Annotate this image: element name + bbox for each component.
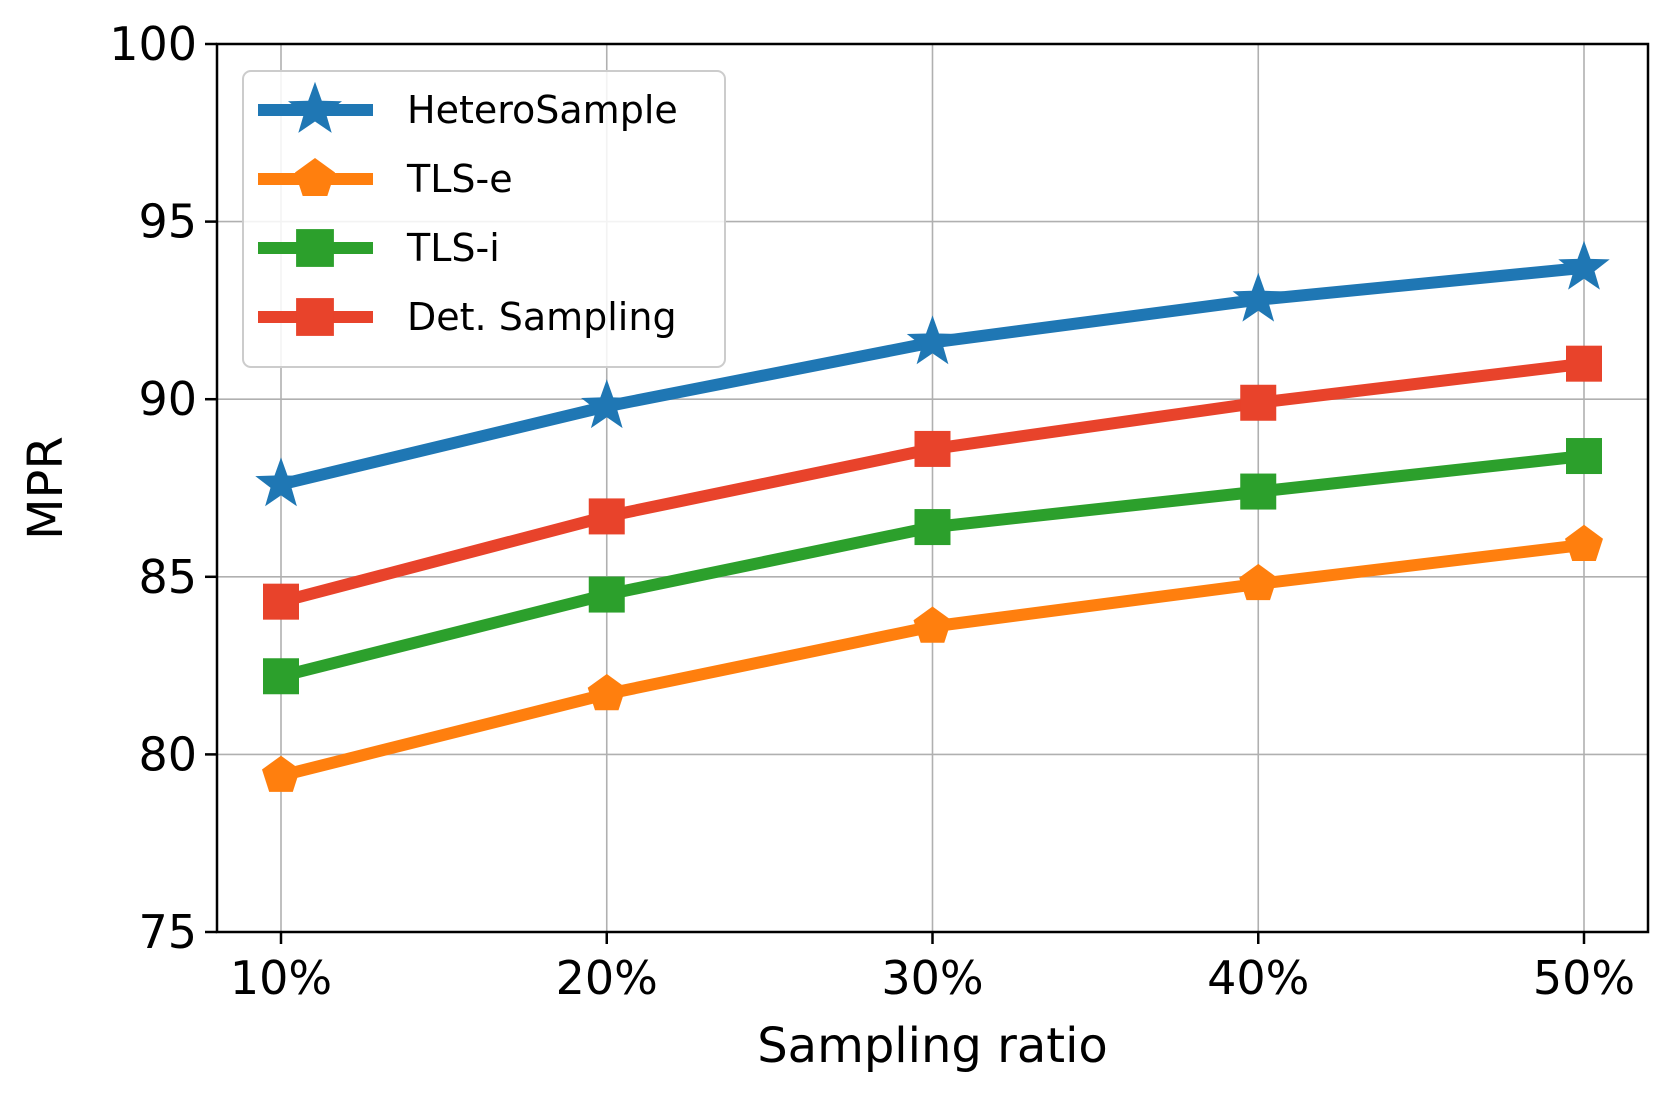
series-tls-e [262, 524, 1603, 792]
legend-item: TLS-e [258, 157, 513, 201]
data-point [1566, 438, 1602, 475]
legend-swatch-marker [296, 229, 334, 267]
legend-swatch-marker [295, 158, 335, 196]
data-point [588, 576, 625, 613]
data-point [263, 583, 299, 620]
x-tick-label: 10% [230, 951, 332, 1005]
data-point [1566, 345, 1602, 382]
legend-item: HeteroSample [258, 81, 678, 133]
x-tick-label: 30% [881, 951, 983, 1005]
data-point [914, 430, 951, 467]
data-point [255, 457, 307, 507]
series-tls-i [263, 438, 1602, 695]
legend-label: TLS-i [406, 226, 500, 270]
y-tick-label: 75 [138, 905, 197, 959]
series-det-sampling [263, 345, 1602, 620]
y-axis-label: MPR [18, 436, 74, 540]
data-point [914, 509, 951, 546]
legend-swatch-marker [288, 81, 342, 133]
data-point [1240, 384, 1277, 421]
data-point [587, 674, 626, 711]
legend-box [242, 70, 726, 368]
legend-item: TLS-i [258, 226, 500, 270]
data-point [1239, 563, 1278, 601]
y-tick-label: 85 [138, 550, 197, 604]
y-tick-label: 90 [138, 372, 197, 426]
x-axis-label: Sampling ratio [757, 1018, 1108, 1074]
data-point [581, 379, 633, 429]
legend-label: HeteroSample [407, 88, 678, 132]
legend-label: Det. Sampling [407, 295, 677, 339]
data-point [262, 755, 300, 792]
legend-item: Det. Sampling [258, 295, 677, 339]
axis-ticks: 75 80 85 90 95 100 10% 20% 30% 40% 50% [109, 17, 1635, 1005]
x-tick-label: 20% [556, 951, 658, 1005]
legend-swatch-marker [296, 298, 334, 336]
series-lines [255, 240, 1610, 792]
data-point [1558, 240, 1610, 290]
x-tick-label: 50% [1533, 951, 1635, 1005]
x-tick-label: 40% [1207, 951, 1309, 1005]
series-heterosample [255, 240, 1610, 507]
data-point [263, 658, 299, 695]
y-tick-label: 95 [138, 195, 197, 249]
legend: HeteroSample TLS-e TLS-i Det. Sampling [242, 70, 726, 368]
y-tick-label: 100 [109, 17, 197, 71]
data-point [588, 498, 625, 535]
data-point [906, 315, 959, 365]
legend-label: TLS-e [406, 157, 513, 201]
y-tick-label: 80 [138, 727, 197, 781]
data-point [1565, 524, 1603, 561]
data-point [1232, 272, 1284, 322]
data-point [913, 606, 952, 643]
data-point [1240, 473, 1277, 510]
